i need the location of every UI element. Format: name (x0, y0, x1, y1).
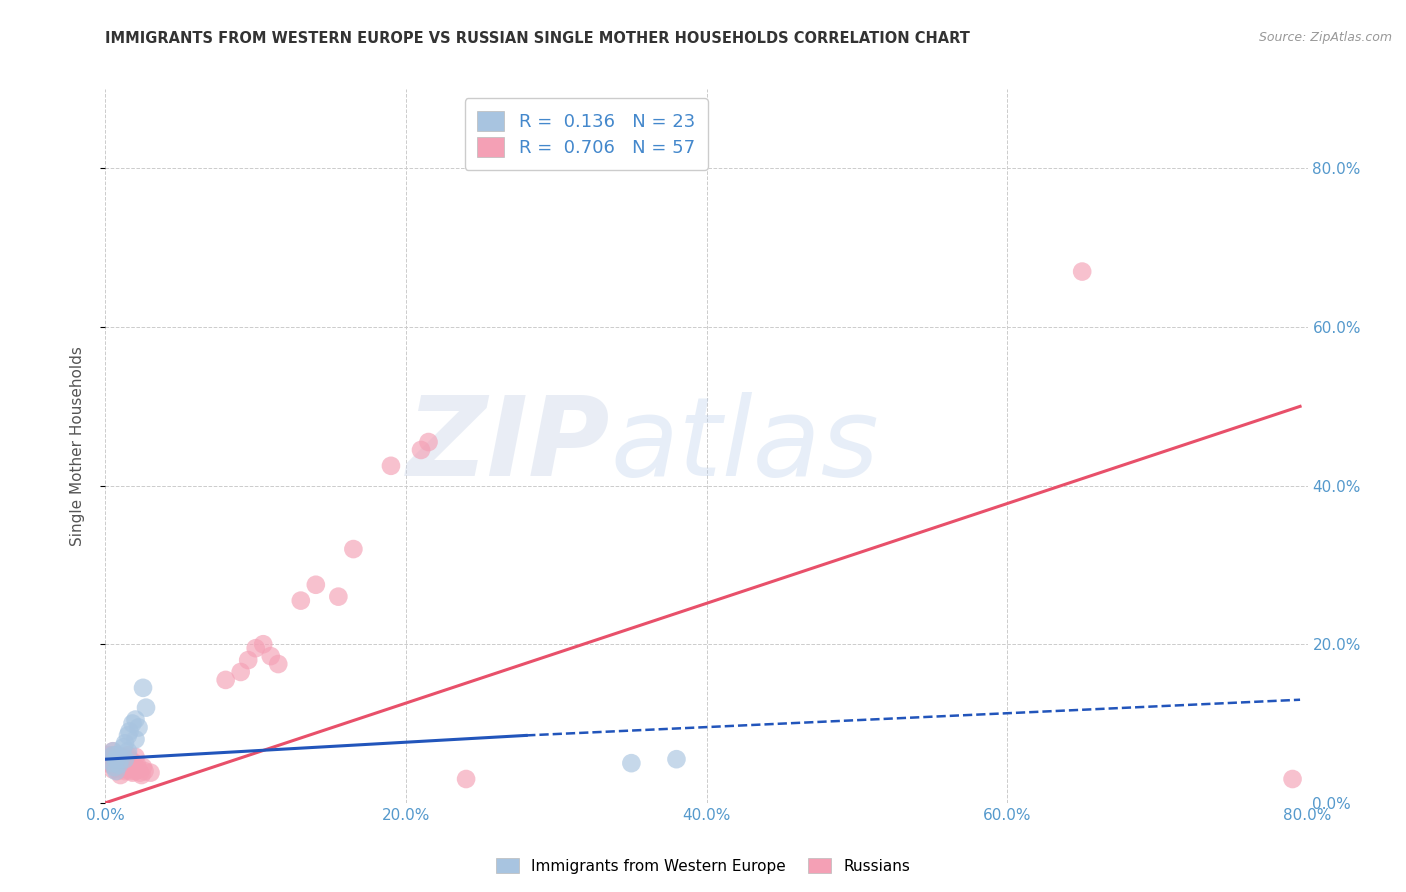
Point (114, 749, 136, 764)
Point (112, 752, 135, 766)
Point (118, 760, 141, 774)
Point (132, 681, 155, 695)
Point (128, 763, 150, 777)
Point (104, 764, 127, 778)
Point (121, 755, 143, 769)
Point (290, 593, 312, 607)
Point (260, 649, 283, 664)
Point (108, 757, 131, 772)
Point (125, 757, 148, 772)
Point (1281, 772, 1303, 786)
Point (101, 756, 124, 771)
Point (418, 435, 440, 450)
Point (134, 764, 156, 778)
Point (118, 724, 141, 739)
Point (107, 756, 129, 771)
Point (101, 744, 124, 758)
Point (328, 590, 350, 604)
Point (107, 748, 129, 763)
Point (103, 748, 125, 763)
Point (104, 752, 127, 766)
Point (117, 744, 139, 758)
Text: atlas: atlas (610, 392, 879, 500)
Point (98, 752, 121, 766)
Point (112, 740, 135, 755)
Point (132, 760, 155, 774)
Point (104, 752, 127, 766)
Point (98, 756, 121, 771)
Point (101, 763, 124, 777)
Point (114, 736, 136, 750)
Point (409, 442, 432, 457)
Point (238, 653, 260, 667)
Point (124, 749, 146, 764)
Point (620, 756, 643, 771)
Point (124, 732, 146, 747)
Point (114, 764, 136, 778)
Point (100, 757, 122, 772)
Point (97, 748, 120, 763)
Point (129, 765, 152, 780)
Point (114, 752, 136, 766)
Point (342, 542, 364, 557)
Point (120, 764, 142, 778)
Point (120, 757, 142, 772)
Point (1071, 264, 1094, 278)
Point (135, 700, 157, 714)
Point (139, 765, 162, 780)
Point (100, 749, 122, 764)
Point (110, 768, 132, 782)
Point (124, 713, 146, 727)
Point (117, 756, 139, 771)
Point (111, 760, 134, 774)
Text: Source: ZipAtlas.com: Source: ZipAtlas.com (1258, 31, 1392, 45)
Point (112, 757, 135, 772)
Point (131, 768, 153, 782)
Point (229, 665, 252, 679)
Point (214, 673, 236, 687)
Point (454, 772, 477, 786)
Point (305, 578, 328, 592)
Point (104, 760, 127, 774)
Point (121, 765, 143, 780)
Point (380, 458, 402, 473)
Point (115, 763, 138, 777)
Point (103, 760, 125, 774)
Point (665, 752, 688, 766)
Y-axis label: Single Mother Households: Single Mother Households (70, 346, 84, 546)
Legend: R =  0.136   N = 23, R =  0.706   N = 57: R = 0.136 N = 23, R = 0.706 N = 57 (465, 98, 707, 169)
Point (267, 657, 290, 671)
Point (128, 721, 150, 735)
Text: ZIP: ZIP (406, 392, 610, 500)
Point (110, 749, 132, 764)
Point (118, 752, 141, 766)
Point (245, 641, 267, 656)
Point (122, 760, 145, 774)
Point (103, 755, 125, 769)
Point (252, 637, 274, 651)
Point (101, 748, 124, 763)
Legend: Immigrants from Western Europe, Russians: Immigrants from Western Europe, Russians (489, 852, 917, 880)
Point (107, 764, 129, 778)
Text: IMMIGRANTS FROM WESTERN EUROPE VS RUSSIAN SINGLE MOTHER HOUSEHOLDS CORRELATION C: IMMIGRANTS FROM WESTERN EUROPE VS RUSSIA… (105, 31, 970, 46)
Point (124, 764, 146, 778)
Point (117, 748, 139, 763)
Point (121, 716, 143, 731)
Point (108, 757, 131, 772)
Point (117, 728, 139, 742)
Point (101, 744, 124, 758)
Point (110, 752, 132, 766)
